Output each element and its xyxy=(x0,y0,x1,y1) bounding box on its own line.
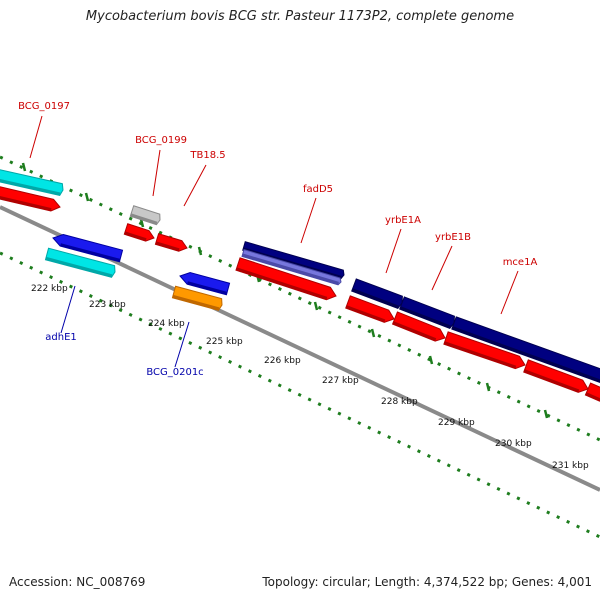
TB18.5-cds-arrow[interactable] xyxy=(154,233,188,254)
mce1A-next-cds-arrow[interactable] xyxy=(523,359,591,395)
BCG_0197-feature-arrow[interactable] xyxy=(0,168,64,196)
major-tick xyxy=(370,328,376,338)
map-title: Mycobacterium bovis BCG str. Pasteur 117… xyxy=(85,9,515,24)
mce1A-next-cds-shadow xyxy=(585,392,600,402)
gene-label-mce1a[interactable]: mce1A xyxy=(503,257,538,268)
BCG_0197-cds-shadow xyxy=(0,194,52,212)
gene-label-adhe1[interactable]: adhE1 xyxy=(45,332,77,343)
mce1A-cds[interactable] xyxy=(443,331,527,371)
gene-label-bcg-0199[interactable]: BCG_0199 xyxy=(135,135,187,146)
BCG_0197-feature[interactable] xyxy=(0,168,64,196)
accession-text: Accession: NC_008769 xyxy=(9,575,146,589)
BCG_0199-feature-shadow xyxy=(130,213,158,225)
BCG_0199-cds-shadow xyxy=(124,231,147,242)
BCG_0197-feature-shadow xyxy=(0,177,61,196)
kbp-label: 229 kbp xyxy=(438,418,475,428)
gene-label-bcg-0201c[interactable]: BCG_0201c xyxy=(146,367,203,378)
gene-label-leader xyxy=(174,321,190,368)
major-tick xyxy=(485,382,491,392)
BCG_0197-cds-arrow[interactable] xyxy=(0,185,61,213)
fadD5-feature-shadow xyxy=(242,253,339,285)
kbp-label: 231 kbp xyxy=(552,461,589,471)
adhE1-feature[interactable] xyxy=(44,247,116,278)
BCG_0199-cds-arrow[interactable] xyxy=(123,223,155,243)
gene-label-leader xyxy=(431,245,453,291)
gene-label-leader xyxy=(500,270,519,315)
adhE1-gene-arrow[interactable] xyxy=(51,232,124,263)
adhE1-feature-shadow xyxy=(45,256,113,278)
major-tick xyxy=(139,218,145,228)
yrbE1A-gene-arrow[interactable] xyxy=(351,278,405,309)
yrbE1A-gene[interactable] xyxy=(351,278,405,309)
BCG_0199-feature[interactable] xyxy=(129,205,161,226)
mce1A-next-cds-shadow xyxy=(523,369,580,393)
kbp-label: 228 kbp xyxy=(381,397,418,407)
mce1A-next-cds-arrow[interactable] xyxy=(584,382,600,402)
major-tick xyxy=(428,355,434,365)
gene-label-leader xyxy=(300,197,317,244)
fadD5-feature-arrow[interactable] xyxy=(241,249,342,286)
BCG_0201c-gene-arrow[interactable] xyxy=(178,270,231,296)
fadD5-cds-arrow[interactable] xyxy=(235,257,338,302)
gene-label-yrbe1a[interactable]: yrbE1A xyxy=(385,215,421,226)
kbp-label: 230 kbp xyxy=(495,439,532,449)
kbp-label: 227 kbp xyxy=(322,376,359,386)
kbp-label: 224 kbp xyxy=(148,319,185,329)
BCG_0201c-gene-shadow xyxy=(187,281,228,295)
major-tick xyxy=(313,301,319,311)
kbp-label: 223 kbp xyxy=(89,300,126,310)
mce1A-gene-shadow xyxy=(451,326,600,383)
kbp-label: 222 kbp xyxy=(31,284,68,294)
yrbE1A-gene-shadow xyxy=(351,288,399,309)
kbp-label: 225 kbp xyxy=(206,337,243,347)
kbp-label: 226 kbp xyxy=(264,356,301,366)
BCG_0201c-feature-arrow[interactable] xyxy=(171,285,223,311)
yrbE1B-gene-shadow xyxy=(399,306,451,329)
gene-label-yrbe1b[interactable]: yrbE1B xyxy=(435,232,471,243)
lower-tick-track xyxy=(0,251,600,539)
gene-label-leader xyxy=(385,228,402,274)
major-tick xyxy=(197,246,203,256)
major-tick xyxy=(21,162,27,172)
genome-summary-text: Topology: circular; Length: 4,374,522 bp… xyxy=(262,575,592,589)
yrbE1A-cds-shadow xyxy=(345,305,386,323)
major-tick xyxy=(543,409,549,419)
gene-label-leader xyxy=(152,149,161,197)
fadD5-cds-shadow xyxy=(235,267,328,300)
gene-label-leader xyxy=(183,164,207,207)
gene-label-leader xyxy=(60,285,76,334)
fadD5-cds[interactable] xyxy=(235,257,338,302)
mce1A-cds-shadow xyxy=(443,341,517,369)
yrbE1B-cds-shadow xyxy=(392,321,437,342)
TB18.5-cds-shadow xyxy=(155,241,180,252)
gene-label-tb18-5[interactable]: TB18.5 xyxy=(189,150,225,161)
BCG_0199-feature-arrow[interactable] xyxy=(129,205,161,226)
adhE1-feature-arrow[interactable] xyxy=(44,247,116,278)
BCG_0201c-feature-shadow xyxy=(172,294,220,311)
gene-label-leader xyxy=(29,115,43,159)
major-tick xyxy=(84,192,90,202)
yrbE1B-cds-arrow[interactable] xyxy=(391,311,448,344)
gene-label-fadd5[interactable]: fadD5 xyxy=(303,184,333,195)
upper-tick-track xyxy=(0,155,600,442)
mce1A-gene-arrow[interactable] xyxy=(451,316,600,384)
gene-label-bcg-0197[interactable]: BCG_0197 xyxy=(18,101,70,112)
adhE1-gene-shadow xyxy=(60,243,121,262)
yrbE1A-cds-arrow[interactable] xyxy=(345,295,397,325)
mce1A-cds-arrow[interactable] xyxy=(443,331,527,371)
BCG_0197-cds[interactable] xyxy=(0,185,61,213)
yrbE1B-gene-arrow[interactable] xyxy=(399,296,457,329)
